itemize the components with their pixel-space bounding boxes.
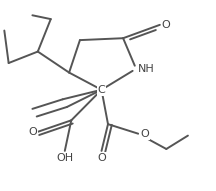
Text: O: O xyxy=(140,129,149,139)
Text: O: O xyxy=(162,20,170,30)
Text: O: O xyxy=(28,127,37,137)
Text: C: C xyxy=(98,85,105,95)
Text: OH: OH xyxy=(56,153,73,163)
Text: NH: NH xyxy=(138,64,155,74)
Text: O: O xyxy=(97,153,106,163)
